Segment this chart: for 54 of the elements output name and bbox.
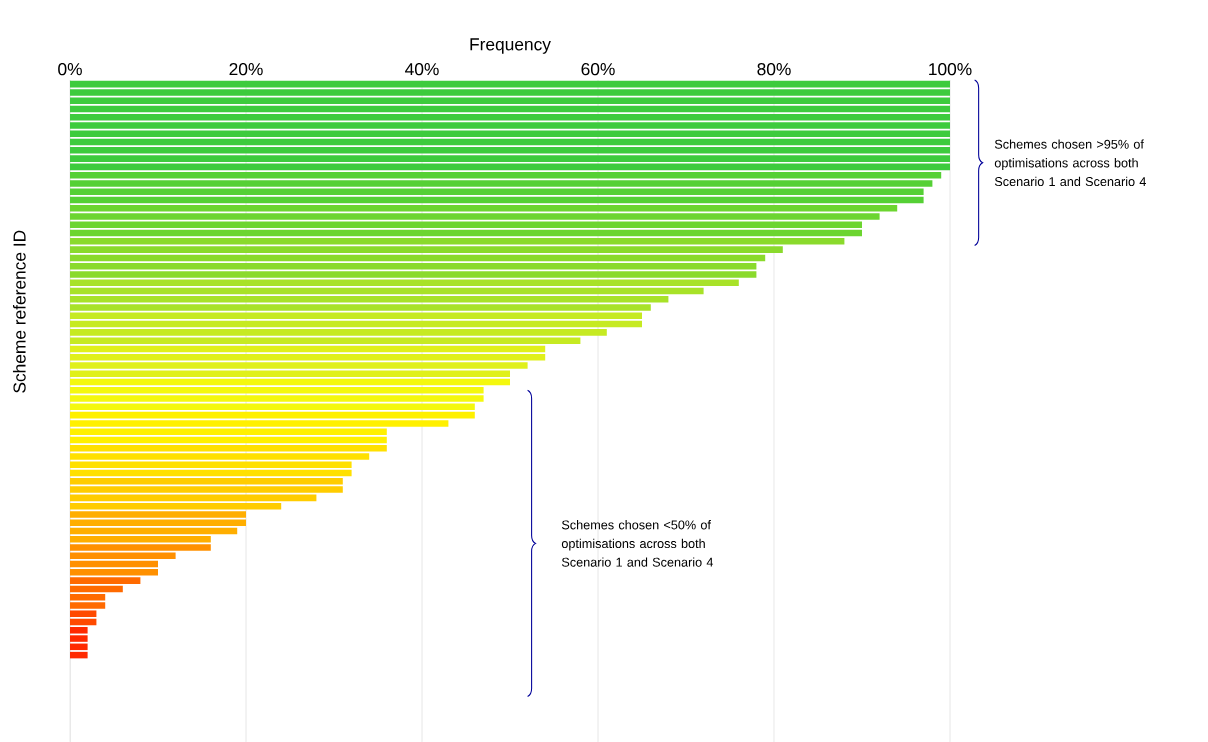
bar	[70, 527, 238, 535]
annotation: Schemes chosen <50% of optimisations across both Scenario 1 and Scenario 4	[561, 520, 714, 567]
bar	[70, 279, 739, 286]
x-tick-label: 20%	[229, 63, 263, 76]
bar	[70, 345, 546, 353]
bar	[70, 602, 106, 609]
bar	[70, 196, 924, 204]
bar	[70, 494, 317, 502]
bar	[70, 271, 757, 278]
x-axis-title: Frequency	[470, 38, 551, 54]
y-axis-title: Scheme reference ID	[12, 230, 26, 393]
bar	[70, 560, 159, 568]
text: Schemes chosen >95% of optimisations across both Scenario 1 and Scenario 4	[994, 139, 1146, 187]
x-tick-label: 80%	[757, 63, 791, 76]
bar	[70, 436, 387, 444]
bar	[70, 254, 766, 262]
bar	[70, 122, 950, 129]
x-tick-label: 100%	[929, 63, 972, 76]
bar	[70, 287, 704, 295]
bar	[70, 585, 123, 593]
bar	[70, 577, 141, 584]
bar	[70, 469, 352, 477]
x-tick-label: 0%	[58, 63, 82, 76]
bar	[70, 353, 546, 361]
bar	[70, 105, 950, 113]
bar	[70, 535, 211, 543]
bar	[70, 411, 475, 419]
bar	[70, 502, 282, 510]
bar	[70, 163, 950, 171]
bar	[70, 651, 88, 659]
bar	[70, 461, 352, 469]
x-tick-label: 60%	[581, 63, 615, 76]
bar	[70, 130, 950, 138]
bar	[70, 403, 475, 411]
bar	[70, 618, 97, 626]
bar	[70, 610, 97, 617]
bar	[70, 171, 942, 179]
bar	[70, 312, 642, 320]
bar	[70, 552, 176, 560]
bar	[70, 113, 950, 121]
bar	[70, 138, 950, 146]
x-tick-label: 40%	[405, 63, 439, 76]
bar	[70, 229, 862, 237]
bar	[70, 453, 370, 460]
bar	[70, 378, 510, 386]
bar	[70, 80, 950, 88]
bar	[70, 262, 757, 270]
bar	[70, 544, 211, 551]
bar	[70, 593, 106, 601]
bar	[70, 320, 642, 328]
bar	[70, 221, 862, 229]
bar	[70, 643, 88, 651]
bar	[70, 444, 387, 452]
bar	[70, 569, 159, 576]
